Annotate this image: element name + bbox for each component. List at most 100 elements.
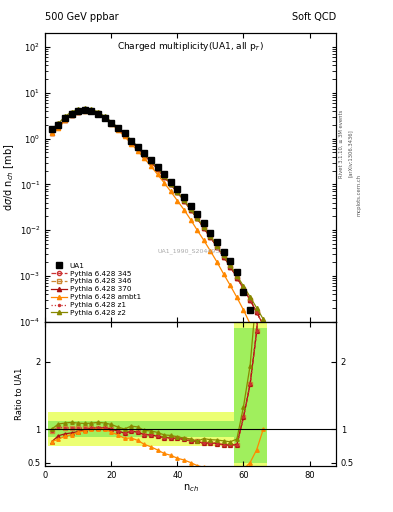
Pythia 6.428 345: [195, 216, 200, 222]
Pythia 6.428 370: [149, 159, 153, 165]
Pythia 6.428 z1: [241, 286, 246, 292]
Pythia 6.428 z1: [102, 115, 107, 121]
Pythia 6.428 ambt1: [215, 259, 219, 265]
Pythia 6.428 370: [274, 349, 279, 355]
Pythia 6.428 370: [50, 131, 54, 137]
Pythia 6.428 z1: [162, 174, 167, 180]
Pythia 6.428 345: [149, 159, 153, 165]
Line: UA1: UA1: [49, 108, 266, 355]
UA1: [122, 131, 127, 137]
Pythia 6.428 346: [215, 244, 219, 250]
Pythia 6.428 370: [320, 454, 325, 460]
X-axis label: n$_{ch}$: n$_{ch}$: [183, 482, 198, 495]
Pythia 6.428 345: [261, 322, 266, 328]
Pythia 6.428 z2: [50, 126, 54, 132]
Pythia 6.428 370: [327, 472, 332, 478]
Pythia 6.428 z2: [254, 305, 259, 311]
Line: Pythia 6.428 346: Pythia 6.428 346: [50, 108, 331, 477]
UA1: [129, 138, 134, 144]
Pythia 6.428 ambt1: [89, 108, 94, 114]
Pythia 6.428 370: [281, 362, 285, 369]
Pythia 6.428 370: [102, 115, 107, 121]
Pythia 6.428 370: [202, 225, 206, 231]
Pythia 6.428 ambt1: [162, 180, 167, 186]
Pythia 6.428 370: [109, 120, 114, 126]
Pythia 6.428 370: [69, 112, 74, 118]
UA1: [69, 111, 74, 117]
UA1: [76, 108, 81, 114]
Line: Pythia 6.428 370: Pythia 6.428 370: [50, 108, 331, 477]
Pythia 6.428 345: [314, 438, 319, 444]
Pythia 6.428 345: [235, 274, 239, 281]
Pythia 6.428 346: [129, 138, 134, 144]
Pythia 6.428 370: [208, 234, 213, 240]
Pythia 6.428 z1: [228, 264, 233, 270]
UA1: [221, 248, 226, 254]
Pythia 6.428 345: [116, 125, 120, 132]
Pythia 6.428 345: [281, 362, 285, 369]
Pythia 6.428 z2: [96, 109, 101, 115]
Pythia 6.428 370: [235, 274, 239, 281]
Pythia 6.428 346: [155, 166, 160, 172]
Pythia 6.428 z1: [195, 216, 200, 222]
Pythia 6.428 z2: [102, 113, 107, 119]
UA1: [202, 220, 206, 226]
Pythia 6.428 z2: [142, 151, 147, 157]
UA1: [142, 150, 147, 156]
Pythia 6.428 345: [135, 145, 140, 151]
Pythia 6.428 ambt1: [248, 321, 252, 327]
Pythia 6.428 345: [241, 286, 246, 292]
Pythia 6.428 ambt1: [169, 188, 173, 195]
Pythia 6.428 346: [188, 207, 193, 213]
Pythia 6.428 ambt1: [76, 109, 81, 115]
Pythia 6.428 z2: [182, 197, 186, 203]
Pythia 6.428 z2: [268, 328, 272, 334]
Pythia 6.428 z1: [301, 407, 305, 413]
Pythia 6.428 z2: [241, 283, 246, 289]
Pythia 6.428 346: [182, 198, 186, 204]
Pythia 6.428 z2: [294, 381, 299, 388]
UA1: [56, 122, 61, 128]
Pythia 6.428 ambt1: [182, 207, 186, 213]
Line: Pythia 6.428 ambt1: Pythia 6.428 ambt1: [50, 109, 331, 512]
Pythia 6.428 z2: [162, 173, 167, 179]
Pythia 6.428 z2: [307, 411, 312, 417]
Pythia 6.428 346: [320, 454, 325, 460]
Pythia 6.428 ambt1: [109, 121, 114, 127]
Pythia 6.428 z2: [116, 124, 120, 131]
Pythia 6.428 z1: [307, 422, 312, 428]
Pythia 6.428 z1: [135, 145, 140, 151]
Pythia 6.428 345: [188, 207, 193, 213]
Text: Soft QCD: Soft QCD: [292, 11, 336, 22]
Pythia 6.428 345: [268, 335, 272, 341]
Pythia 6.428 345: [96, 111, 101, 117]
Pythia 6.428 370: [175, 189, 180, 196]
Pythia 6.428 z1: [175, 189, 180, 196]
Pythia 6.428 z1: [96, 111, 101, 117]
Pythia 6.428 345: [169, 181, 173, 187]
Pythia 6.428 346: [307, 422, 312, 428]
Pythia 6.428 345: [202, 225, 206, 231]
Pythia 6.428 z2: [175, 189, 180, 195]
Text: mcplots.cern.ch: mcplots.cern.ch: [356, 174, 361, 216]
Pythia 6.428 z1: [314, 438, 319, 444]
Pythia 6.428 z2: [228, 262, 233, 268]
Pythia 6.428 z2: [314, 426, 319, 433]
UA1: [102, 115, 107, 121]
Pythia 6.428 z1: [109, 120, 114, 126]
Pythia 6.428 ambt1: [274, 380, 279, 387]
Pythia 6.428 370: [62, 117, 67, 123]
Pythia 6.428 370: [301, 407, 305, 413]
Pythia 6.428 370: [254, 309, 259, 315]
Pythia 6.428 346: [287, 377, 292, 383]
Pythia 6.428 346: [56, 121, 61, 127]
Pythia 6.428 z1: [89, 108, 94, 114]
UA1: [116, 125, 120, 131]
Pythia 6.428 346: [254, 309, 259, 315]
Pythia 6.428 346: [274, 349, 279, 355]
Pythia 6.428 345: [109, 120, 114, 126]
Pythia 6.428 345: [294, 392, 299, 398]
Pythia 6.428 z2: [122, 131, 127, 137]
Pythia 6.428 z2: [83, 105, 87, 112]
Pythia 6.428 z1: [274, 349, 279, 355]
